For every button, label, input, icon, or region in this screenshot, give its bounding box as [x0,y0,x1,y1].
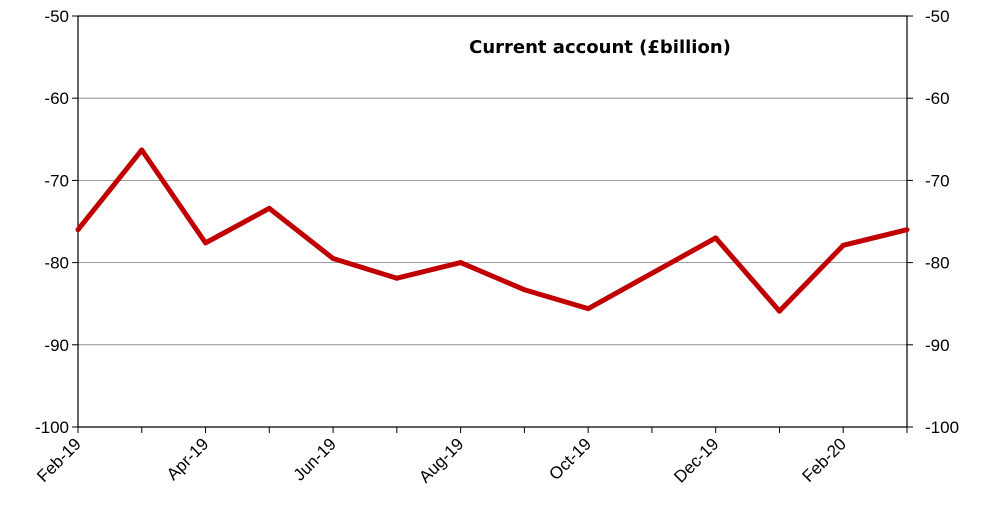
data-point [649,270,655,276]
data-point [394,275,400,281]
y-tick-label-left: -50 [44,7,69,26]
y-tick-label-right: -80 [925,254,950,273]
y-tick-label-left: -100 [35,418,69,437]
data-point [458,260,464,266]
x-tick-label: Apr-19 [163,434,213,484]
chart-title: Current account (£billion) [469,37,731,58]
data-point [75,227,81,233]
data-point [713,235,719,241]
data-point [904,227,910,233]
y-tick-label-left: -60 [44,89,69,108]
gridlines [78,97,907,346]
x-tick-label: Aug-19 [415,434,467,486]
x-tick-label: Feb-20 [799,434,851,486]
y-tick-label-left: -90 [44,336,69,355]
x-tick-label: Oct-19 [545,434,595,484]
data-point [840,242,846,248]
x-tick-label: Jun-19 [290,434,340,484]
series-layer [75,147,910,314]
data-point [203,240,209,246]
y-tick-label-right: -100 [925,418,959,437]
series-line [76,147,908,314]
x-tick-label: Dec-19 [670,434,722,486]
data-point [521,287,527,293]
y-tick-label-right: -50 [925,7,950,26]
y-axis-left: -50 -60 -70 -80 -90 -100 [35,7,78,437]
axes [77,15,908,428]
x-axis: Feb-19 Apr-19 Jun-19 Aug-19 Oct-19 Dec-19 Feb-… [33,427,908,487]
data-point [330,255,336,261]
data-point [776,308,782,314]
x-tick-label: Feb-19 [33,434,85,486]
y-tick-label-right: -70 [925,171,950,190]
y-tick-label-left: -70 [44,171,69,190]
y-axis-right: -50 -60 -70 -80 -90 -100 [907,7,959,437]
y-tick-label-right: -90 [925,336,950,355]
data-point [585,306,591,312]
data-point [266,205,272,211]
y-tick-label-left: -80 [44,254,69,273]
y-tick-label-right: -60 [925,89,950,108]
data-point [139,147,145,153]
